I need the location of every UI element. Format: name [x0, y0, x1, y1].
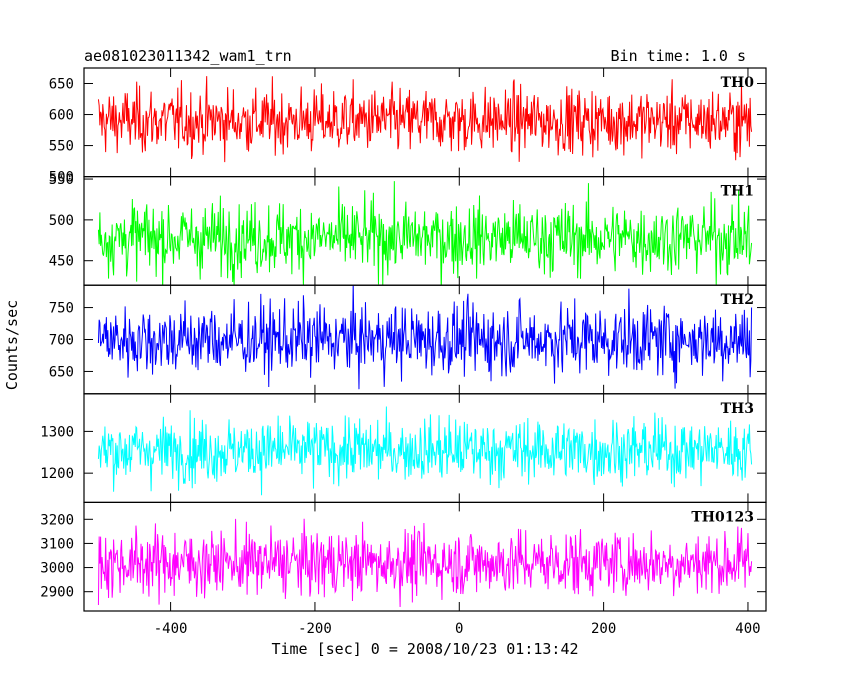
series-line-th3 [97, 406, 753, 496]
y-tick-label: 650 [49, 364, 74, 380]
series-line-th0 [97, 76, 753, 163]
chart-title: ae081023011342_wam1_trn [84, 47, 292, 65]
y-tick-label: 1200 [40, 466, 74, 482]
y-tick-label: 3200 [40, 512, 74, 528]
y-tick-label: 500 [49, 170, 74, 186]
x-axis-label: Time [sec] 0 = 2008/10/23 01:13:42 [271, 640, 578, 658]
y-tick-label: 2900 [40, 585, 74, 601]
panel-label-th2: TH2 [721, 292, 754, 308]
x-tick-label: 200 [591, 621, 616, 637]
x-tick-label: 0 [455, 621, 463, 637]
y-axis-label: Counts/sec [3, 300, 21, 390]
y-tick-label: 450 [49, 254, 74, 270]
panel-label-th3: TH3 [721, 401, 754, 417]
bin-time-label: Bin time: 1.0 s [611, 47, 746, 65]
y-tick-label: 3100 [40, 536, 74, 552]
y-tick-label: 750 [49, 301, 74, 317]
y-tick-label: 650 [49, 77, 74, 93]
y-tick-label: 550 [49, 172, 74, 188]
x-tick-label: -200 [298, 621, 332, 637]
x-tick-label: 400 [735, 621, 760, 637]
y-tick-label: 1300 [40, 424, 74, 440]
x-tick-label: -400 [154, 621, 188, 637]
series-line-th2 [97, 285, 753, 390]
y-tick-label: 700 [49, 333, 74, 349]
series-line-th1 [97, 181, 753, 286]
y-tick-label: 3000 [40, 561, 74, 577]
panel-label-th1: TH1 [721, 184, 754, 200]
panel-frame [83, 393, 767, 503]
panel-label-th0123: TH0123 [691, 509, 754, 525]
y-tick-label: 550 [49, 139, 74, 155]
y-tick-label: 500 [49, 213, 74, 229]
panel-frame [83, 501, 767, 612]
series-line-th0123 [97, 518, 753, 607]
panel-label-th0: TH0 [721, 75, 755, 91]
y-tick-label: 600 [49, 108, 74, 124]
